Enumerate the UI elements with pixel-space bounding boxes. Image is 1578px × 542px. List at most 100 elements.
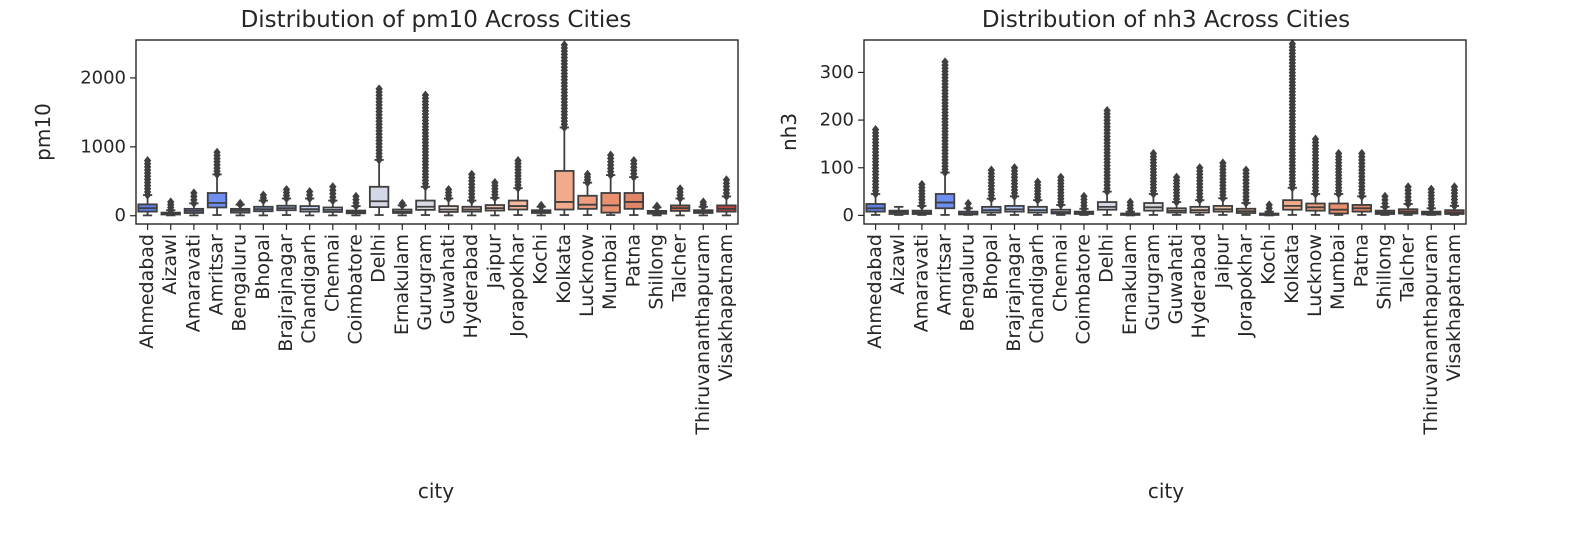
x-axis-label: city — [418, 479, 454, 503]
outlier-point — [918, 179, 926, 190]
x-tick-label: Visakhapatnam — [1443, 234, 1465, 381]
box-coimbatore — [1073, 191, 1095, 216]
box-kolkata — [1282, 39, 1303, 216]
outlier-point — [1381, 191, 1389, 201]
box-jorapokhar — [507, 155, 529, 216]
iqr-box — [206, 192, 228, 209]
x-tick-label: Mumbai — [1327, 234, 1349, 310]
box-mumbai — [1328, 148, 1349, 216]
outlier-point — [871, 125, 880, 135]
x-tick-label: Patna — [1350, 234, 1372, 287]
iqr-box — [507, 199, 529, 211]
iqr-box — [554, 170, 575, 211]
x-tick-label: Kolkata — [1281, 234, 1303, 304]
box-kochi — [531, 200, 552, 217]
box-brajrajnagar — [276, 184, 297, 216]
box-amaravati — [911, 179, 933, 216]
box-jaipur — [1212, 158, 1234, 216]
x-tick-label: Ernakulam — [391, 234, 413, 335]
outlier-point — [1242, 165, 1250, 175]
box-aizawl — [888, 205, 909, 216]
box-guwahati — [1166, 172, 1187, 216]
x-tick-label: Delhi — [1096, 234, 1118, 283]
x-tick-label: Jaipur — [483, 234, 505, 290]
iqr-box — [577, 194, 598, 210]
box-bhopal — [253, 190, 274, 217]
x-tick-label: Jorapokhar — [1235, 234, 1257, 338]
x-tick-label: Brajrajnagar — [1003, 234, 1025, 352]
x-tick-label: Coimbatore — [1072, 234, 1094, 345]
outlier-point — [282, 184, 291, 195]
iqr-box — [415, 199, 436, 211]
pm10-boxplot-panel: Distribution of pm10 Across Cities pm10 … — [31, 7, 739, 503]
x-tick-label: Visakhapatnam — [715, 234, 737, 381]
x-tick-label: Shillong — [1373, 234, 1395, 310]
box-visakhapatnam — [716, 175, 737, 217]
x-tick-label: Talcher — [1397, 234, 1419, 303]
box-lucknow — [1305, 134, 1326, 216]
box-bengaluru — [230, 198, 251, 217]
iqr-box — [1328, 202, 1349, 215]
outlier-point — [491, 178, 499, 188]
outlier-point — [1450, 182, 1459, 192]
box-amritsar — [206, 147, 228, 216]
outlier-point — [1149, 148, 1158, 159]
x-tick-label: Ahmedabad — [864, 234, 886, 349]
iqr-box — [1096, 201, 1118, 211]
box-brajrajnagar — [1004, 163, 1025, 216]
x-tick-label: Delhi — [368, 234, 390, 283]
axes-frame — [135, 39, 739, 225]
outlier-point — [722, 175, 731, 185]
x-tick-label: Brajrajnagar — [275, 234, 297, 352]
box-delhi — [1096, 105, 1118, 216]
box-chandigarh — [1027, 177, 1048, 216]
x-tick-label: Bengaluru — [957, 234, 979, 332]
box-guwahati — [438, 184, 459, 217]
box-aizawl — [160, 197, 181, 217]
box-visakhapatnam — [1444, 182, 1465, 216]
outlier-point — [1172, 172, 1181, 182]
x-tick-label: Lucknow — [1304, 234, 1326, 317]
box-bengaluru — [958, 198, 979, 216]
box-chennai — [322, 182, 343, 217]
x-tick-label: Gurugram — [414, 234, 436, 331]
iqr-box — [623, 192, 644, 210]
box-ernakulam — [392, 198, 413, 217]
outlier-point — [514, 155, 522, 166]
y-axis-label: pm10 — [31, 103, 55, 161]
box-kochi — [1259, 200, 1280, 217]
outlier-point — [236, 198, 244, 208]
x-tick-label: Amritsar — [206, 234, 228, 316]
x-tick-label: Amritsar — [934, 234, 956, 316]
box-jorapokhar — [1235, 165, 1257, 216]
outlier-point — [1358, 148, 1366, 159]
x-tick-label: Chennai — [1049, 234, 1071, 312]
y-tick-label: 100 — [820, 157, 854, 178]
x-tick-label: Jaipur — [1211, 234, 1233, 290]
box-bhopal — [981, 165, 1002, 216]
box-ahmedabad — [865, 125, 886, 216]
outlier-point — [329, 182, 337, 192]
y-tick-label: 0 — [843, 205, 854, 226]
box-patna — [623, 155, 644, 216]
x-tick-label: Kochi — [1258, 234, 1280, 285]
x-tick-label: Thiruvananthapuram — [1420, 234, 1442, 436]
x-tick-label: Jorapokhar — [507, 234, 529, 338]
box-talcher — [669, 184, 691, 217]
box-hyderabad — [1189, 163, 1210, 216]
x-tick-label: Chandigarh — [1026, 234, 1048, 344]
box-amritsar — [934, 57, 956, 216]
box-mumbai — [600, 150, 621, 216]
x-tick-label: Hyderabad — [1188, 234, 1210, 339]
y-tick-label: 1000 — [80, 136, 126, 157]
outlier-point — [964, 203, 972, 213]
y-tick-label: 200 — [820, 110, 854, 131]
y-axis-label: nh3 — [777, 113, 801, 151]
outlier-point — [352, 191, 360, 202]
iqr-box — [1282, 199, 1303, 211]
box-thiruvananthapuram — [693, 197, 714, 217]
outlier-point — [143, 155, 152, 166]
outlier-point — [468, 169, 476, 179]
x-tick-label: Ahmedabad — [136, 234, 158, 349]
x-tick-label: Guwahati — [1165, 234, 1187, 324]
